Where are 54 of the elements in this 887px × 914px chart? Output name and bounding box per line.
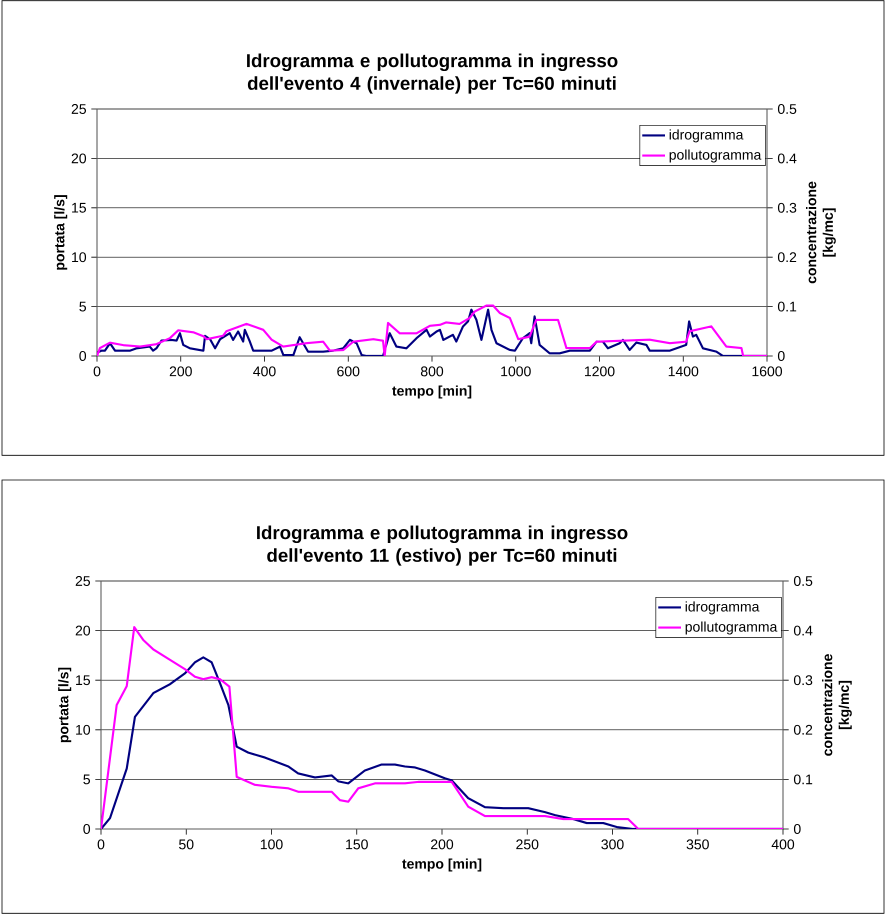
y2-axis-title: concentrazione [kg/mc]	[822, 654, 852, 756]
legend-label: idrogramma	[670, 129, 744, 142]
x-tick-label: 1400	[668, 366, 698, 376]
y-tick-label: 25	[76, 576, 90, 586]
y2-tick-label: 0.2	[778, 252, 796, 262]
x-tick-label: 400	[253, 366, 276, 376]
x-axis-title: tempo [min]	[402, 858, 482, 872]
y-tick-label: 10	[72, 252, 86, 262]
x-axis-title: tempo [min]	[392, 385, 472, 399]
y-axis-title: portata [l/s]	[54, 195, 68, 270]
x-tick-label: 400	[772, 839, 794, 850]
chart-title: Idrogramma e pollutogramma in ingresso dell'evento 11 (estivo) per Tc=60 minuti	[257, 526, 628, 566]
x-tick-label: 200	[170, 366, 192, 376]
y2-axis-title: concentrazione [kg/mc]	[806, 182, 836, 284]
y2-tick-label: 0.3	[778, 202, 796, 213]
y2-tick-label: 0.2	[794, 724, 812, 735]
x-tick-label: 1000	[501, 366, 531, 376]
y-axis-title: portata [l/s]	[58, 668, 72, 742]
y-tick-label: 25	[72, 104, 86, 114]
x-tick-label: 300	[601, 839, 624, 850]
x-tick-label: 0	[94, 366, 100, 376]
y2-tick-label: 0	[778, 351, 785, 361]
chart-title: Idrogramma e pollutogramma in ingresso dell'evento 4 (invernale) per Tc=60 minuti	[247, 54, 618, 94]
y2-tick-label: 0	[794, 824, 801, 834]
y-tick-label: 5	[79, 302, 86, 312]
y-tick-label: 20	[76, 626, 90, 636]
x-tick-label: 600	[337, 366, 360, 376]
x-tick-label: 50	[179, 839, 194, 850]
y2-tick-label: 0.5	[778, 104, 796, 114]
y2-tick-label: 0.4	[794, 626, 812, 636]
x-tick-label: 150	[346, 839, 368, 850]
y-tick-label: 10	[76, 724, 90, 735]
x-tick-label: 1200	[584, 366, 615, 376]
y-tick-label: 0	[83, 824, 90, 834]
y-tick-label: 15	[72, 202, 86, 213]
x-tick-label: 350	[686, 839, 709, 850]
y2-tick-label: 0.3	[794, 675, 812, 686]
y-tick-label: 15	[76, 675, 90, 686]
x-tick-label: 1600	[752, 366, 782, 376]
x-tick-label: 100	[260, 839, 283, 850]
x-tick-label: 250	[516, 839, 538, 850]
y2-tick-label: 0.1	[778, 302, 796, 312]
legend-label: pollutogramma	[686, 621, 778, 635]
y-tick-label: 20	[72, 153, 86, 164]
x-tick-label: 200	[431, 839, 454, 850]
x-tick-label: 800	[420, 366, 444, 376]
legend-label: idrogramma	[686, 601, 760, 614]
y-tick-label: 0	[79, 351, 86, 361]
y-tick-label: 5	[83, 774, 90, 784]
x-tick-label: 0	[98, 839, 104, 850]
legend-label: pollutogramma	[670, 149, 762, 163]
y2-tick-label: 0.1	[794, 774, 812, 784]
y2-tick-label: 0.5	[794, 576, 812, 586]
y2-tick-label: 0.4	[778, 153, 796, 164]
